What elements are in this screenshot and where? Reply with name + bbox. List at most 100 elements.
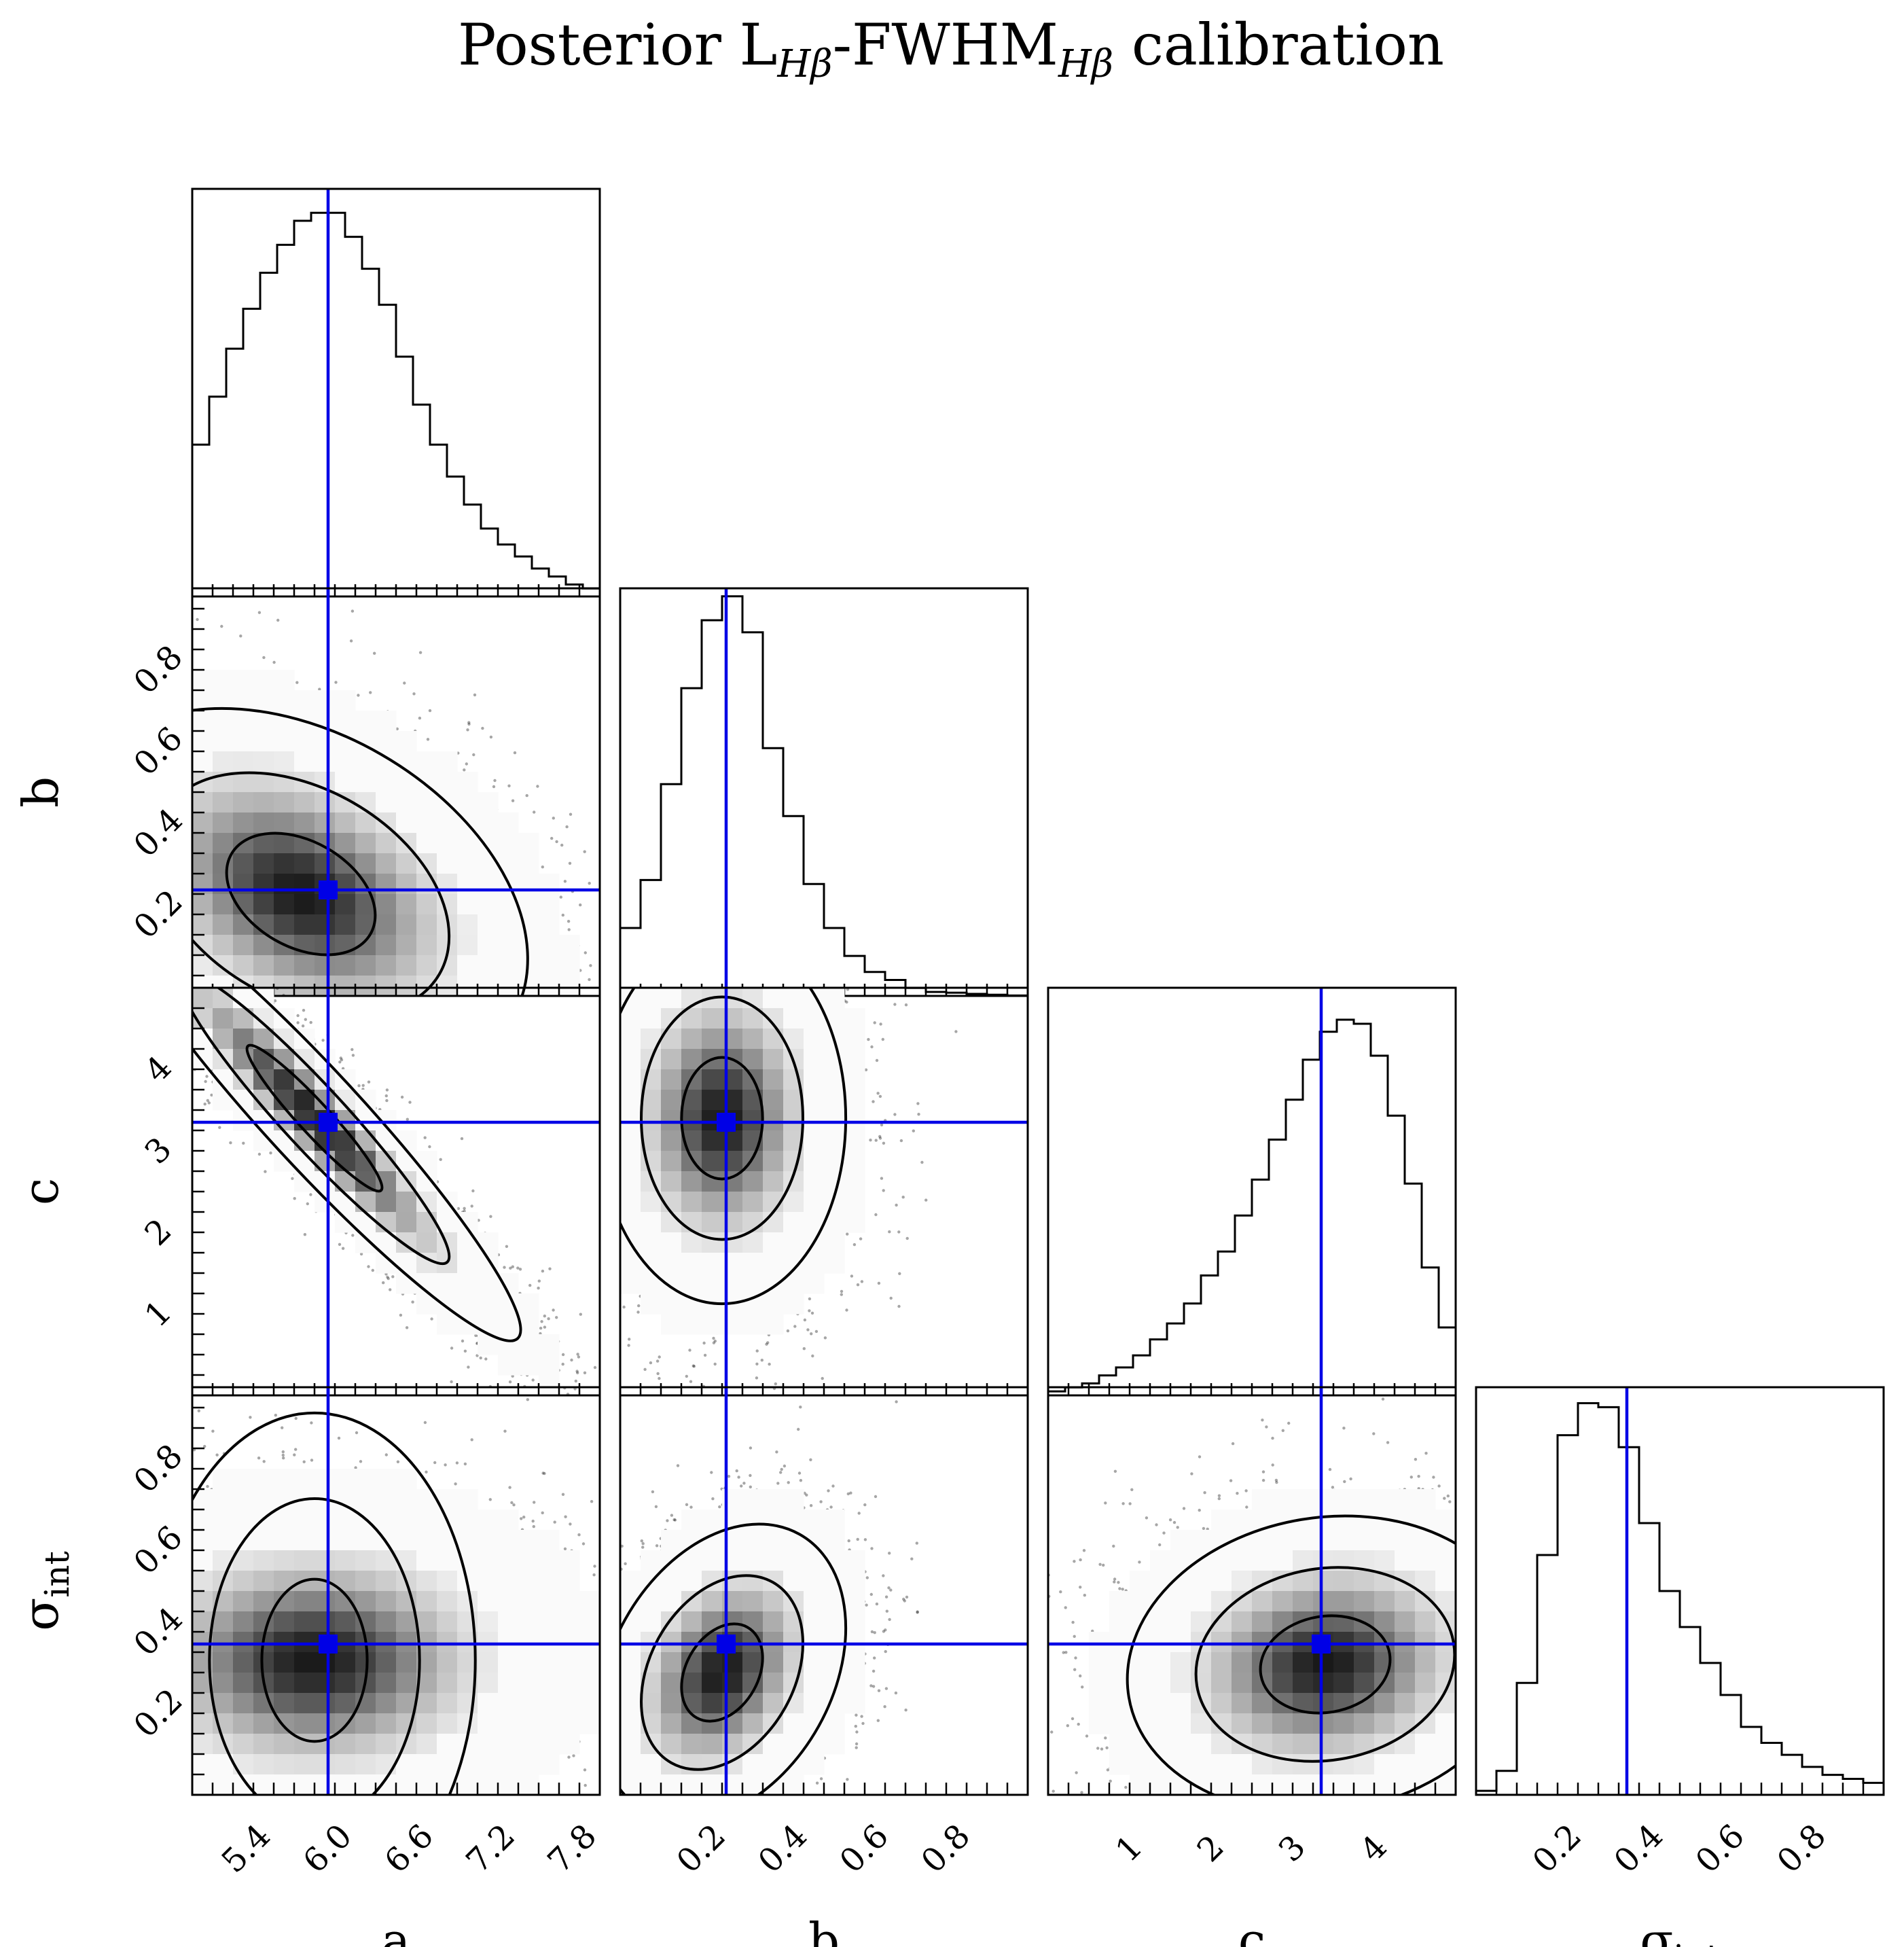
chart-title: Posterior LHβ-FWHMHβ calibration xyxy=(458,12,1444,86)
density-cell xyxy=(478,812,499,834)
panel-a-hist xyxy=(191,187,601,598)
sample-point xyxy=(576,1353,579,1356)
density-cell xyxy=(233,914,254,935)
y-tick-label: 0.8 xyxy=(126,638,190,702)
sample-point xyxy=(206,1098,209,1103)
density-cell xyxy=(437,833,458,854)
sample-point xyxy=(536,785,539,788)
sample-point xyxy=(382,1281,385,1285)
sample-point xyxy=(367,1080,371,1084)
density-cell xyxy=(274,833,295,854)
density-cell xyxy=(315,914,336,935)
sample-point xyxy=(563,880,567,883)
sample-point xyxy=(276,618,280,622)
sample-point xyxy=(399,1313,403,1317)
density-cell xyxy=(457,955,478,976)
density-cell xyxy=(213,751,234,772)
density-cell xyxy=(192,833,213,854)
density-cell xyxy=(192,670,213,691)
density-cell xyxy=(274,955,295,976)
sample-point xyxy=(369,691,372,694)
density-cell xyxy=(335,914,356,935)
density-cell xyxy=(274,976,295,996)
sample-point xyxy=(550,836,554,840)
density-cell xyxy=(315,690,336,711)
sample-point xyxy=(567,928,571,931)
sample-point xyxy=(257,611,262,614)
sample-point xyxy=(509,1266,512,1270)
density-cell xyxy=(457,833,478,854)
density-cell xyxy=(437,772,458,793)
density-cell xyxy=(416,894,437,915)
sample-point xyxy=(257,1152,262,1156)
density-cell xyxy=(274,894,295,915)
density-cell xyxy=(478,792,499,813)
sample-point xyxy=(385,1098,389,1103)
sample-point xyxy=(511,1374,514,1378)
panel-frame xyxy=(619,587,1029,997)
sample-point xyxy=(489,735,493,739)
sample-point xyxy=(575,1370,579,1373)
density-cell xyxy=(355,955,376,976)
density-cell xyxy=(539,976,560,996)
density-cell xyxy=(559,955,580,976)
sample-point xyxy=(467,721,471,724)
sample-point xyxy=(552,817,555,820)
density-cell xyxy=(192,792,213,813)
density-cell xyxy=(294,976,315,996)
density-cell xyxy=(253,812,274,834)
histogram-b xyxy=(620,595,1028,996)
density-cell xyxy=(213,935,234,956)
sample-point xyxy=(264,1170,267,1173)
histogram-a xyxy=(192,211,600,596)
density-cell xyxy=(457,894,478,915)
sample-point xyxy=(341,1247,345,1250)
density-cell xyxy=(315,935,336,956)
sample-point xyxy=(484,1357,488,1361)
density-cell xyxy=(315,853,336,874)
density-cell xyxy=(498,812,519,834)
sample-point xyxy=(306,1202,309,1206)
sample-point xyxy=(560,843,564,847)
density-cell xyxy=(253,853,274,874)
density-cell xyxy=(355,833,376,854)
density-cell xyxy=(376,894,397,915)
contour-0.99 xyxy=(192,707,529,996)
density-cell xyxy=(396,894,417,915)
density-cell xyxy=(233,690,254,711)
sample-point xyxy=(465,762,468,766)
sample-point xyxy=(384,1094,388,1098)
sample-point xyxy=(507,784,511,788)
sample-point xyxy=(385,1088,389,1092)
density-cell xyxy=(416,955,437,976)
sample-point xyxy=(561,913,564,917)
density-cell xyxy=(315,812,336,834)
density-cell xyxy=(335,812,356,834)
sample-point xyxy=(423,1136,427,1139)
density-cell xyxy=(233,935,254,956)
density-cell xyxy=(315,955,336,976)
density-cell xyxy=(376,853,397,874)
density-cell xyxy=(274,670,295,691)
sample-point xyxy=(351,1234,355,1237)
density-cell xyxy=(457,772,478,793)
sample-point xyxy=(543,1315,546,1318)
sample-point xyxy=(391,1275,395,1279)
density-cell xyxy=(478,914,499,935)
density-cell xyxy=(253,751,274,772)
sample-point xyxy=(339,1056,342,1060)
sample-point xyxy=(567,920,571,923)
density-cell xyxy=(315,731,336,752)
sample-point xyxy=(576,1371,579,1375)
sample-point xyxy=(474,1334,478,1338)
truth-marker xyxy=(319,880,338,899)
density-cell xyxy=(437,853,458,874)
density-cell xyxy=(253,670,274,691)
sample-point xyxy=(338,1060,342,1064)
sample-point xyxy=(479,1356,482,1360)
sample-point xyxy=(359,1252,363,1256)
sample-point xyxy=(367,1265,370,1268)
density-cell xyxy=(274,853,295,874)
y-tick-label: 0.4 xyxy=(126,801,190,865)
